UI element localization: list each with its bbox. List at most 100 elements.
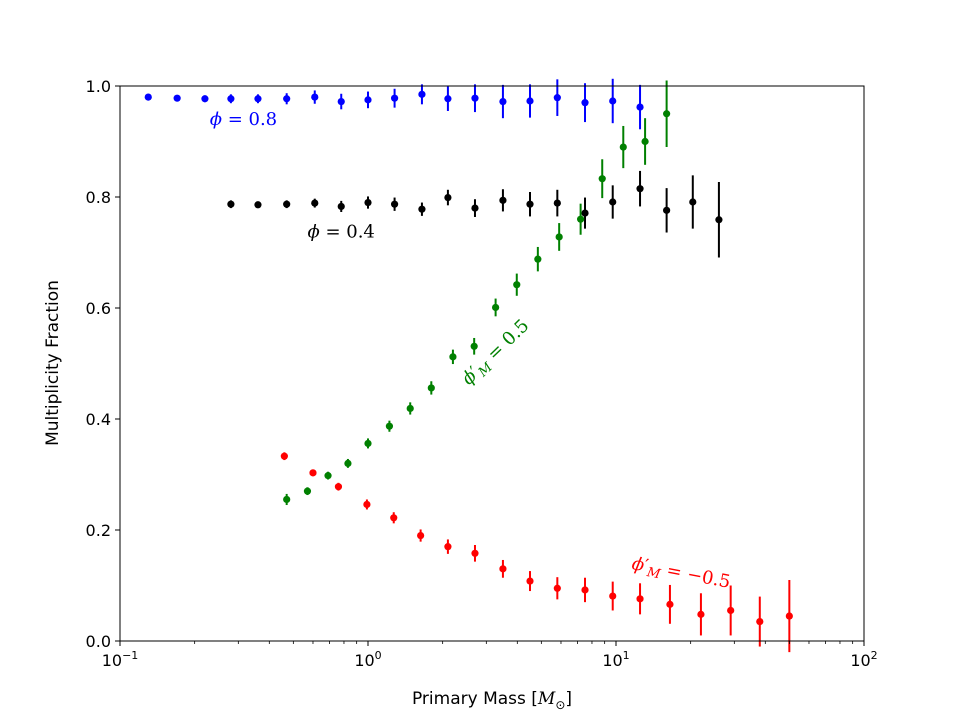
data-point: [663, 110, 671, 118]
data-point: [201, 95, 209, 103]
data-point: [598, 175, 606, 183]
x-tick-label: 102: [850, 649, 877, 670]
data-point: [283, 95, 291, 103]
data-point: [513, 281, 521, 289]
data-point: [418, 205, 426, 213]
x-tick-label: 10−1: [102, 649, 139, 670]
series-2: [283, 80, 671, 506]
y-axis-label: Multiplicity Fraction: [43, 280, 63, 446]
data-point: [785, 612, 793, 620]
data-point: [417, 531, 425, 540]
series-1: [227, 170, 723, 258]
data-point: [619, 143, 627, 151]
y-tick-label: 0.8: [86, 188, 111, 207]
data-point: [727, 606, 735, 615]
data-point: [390, 200, 399, 208]
data-point: [444, 193, 452, 202]
data-point: [311, 199, 319, 207]
data-point: [636, 595, 644, 603]
data-point: [254, 201, 262, 209]
data-point: [526, 577, 534, 585]
x-tick-base: 10: [602, 651, 622, 670]
data-point: [581, 99, 589, 107]
x-tick-base: 10: [850, 651, 870, 670]
data-point: [390, 514, 398, 522]
data-point: [697, 610, 705, 618]
data-point: [311, 93, 319, 101]
data-point: [337, 97, 345, 106]
series-label: ϕ′M = 0.5: [458, 315, 536, 391]
y-tick-label: 0.4: [86, 410, 111, 429]
x-tick-exponent: 1: [623, 649, 630, 662]
series-label: ϕ = 0.8: [210, 109, 277, 130]
data-point: [534, 255, 542, 263]
data-point: [173, 94, 181, 102]
data-point: [344, 459, 352, 467]
data-point: [636, 185, 644, 193]
x-axis-label: Primary Mass [M⊙]: [412, 689, 572, 712]
data-point: [144, 93, 152, 101]
data-point: [364, 198, 372, 207]
data-point: [581, 586, 589, 594]
data-point: [283, 495, 291, 504]
plot-frame: [119, 85, 865, 642]
data-point: [227, 95, 235, 103]
data-point: [499, 196, 507, 204]
data-point: [581, 209, 589, 217]
data-point: [444, 543, 452, 551]
x-tick-exponent: 0: [375, 649, 382, 662]
data-point: [334, 483, 343, 491]
y-tick-label: 0.6: [86, 299, 111, 318]
data-point: [492, 303, 500, 312]
data-point: [444, 95, 452, 103]
data-point: [555, 233, 563, 241]
data-point: [283, 200, 291, 208]
data-point: [636, 103, 644, 111]
data-point: [406, 404, 414, 413]
data-point: [470, 342, 478, 350]
y-tick-label: 0.0: [86, 632, 111, 651]
data-point: [666, 600, 674, 608]
data-point: [471, 549, 479, 557]
y-tick-label: 0.2: [86, 521, 111, 540]
data-point: [280, 452, 288, 460]
data-point: [577, 215, 585, 223]
data-point: [609, 97, 617, 105]
data-point: [553, 199, 561, 207]
series-label: ϕ = 0.4: [307, 222, 374, 243]
data-point: [553, 94, 561, 102]
series-layer: [144, 78, 793, 653]
x-tick-exponent: 2: [871, 649, 878, 662]
data-point: [641, 137, 649, 146]
data-point: [689, 198, 697, 206]
data-point: [756, 617, 764, 626]
data-point: [309, 469, 317, 477]
data-point: [663, 206, 671, 214]
data-point: [254, 95, 262, 103]
data-point: [427, 384, 435, 392]
data-point: [385, 422, 394, 430]
data-point: [715, 216, 723, 224]
data-point: [364, 439, 372, 448]
data-point: [553, 584, 561, 592]
data-point: [337, 202, 345, 211]
series-label: ϕ′M = −0.5: [630, 553, 733, 596]
y-tick-label: 1.0: [86, 77, 111, 96]
data-point: [324, 472, 332, 480]
data-point: [390, 94, 399, 102]
data-point: [363, 500, 371, 509]
data-point: [449, 353, 457, 361]
x-tick-label: 101: [602, 649, 629, 670]
series-labels: ϕ = 0.8 ϕ = 0.4 ϕ′M = 0.5 ϕ′M = −0.5: [210, 109, 733, 596]
data-point: [471, 204, 479, 212]
data-point: [526, 97, 534, 105]
series-3: [280, 452, 793, 653]
series-0: [144, 78, 644, 130]
x-tick-exponent: −1: [122, 649, 138, 662]
x-tick-base: 10: [354, 651, 374, 670]
data-point: [609, 592, 617, 600]
data-point: [499, 97, 507, 106]
data-point: [526, 200, 534, 208]
x-tick-label: 100: [354, 649, 381, 670]
